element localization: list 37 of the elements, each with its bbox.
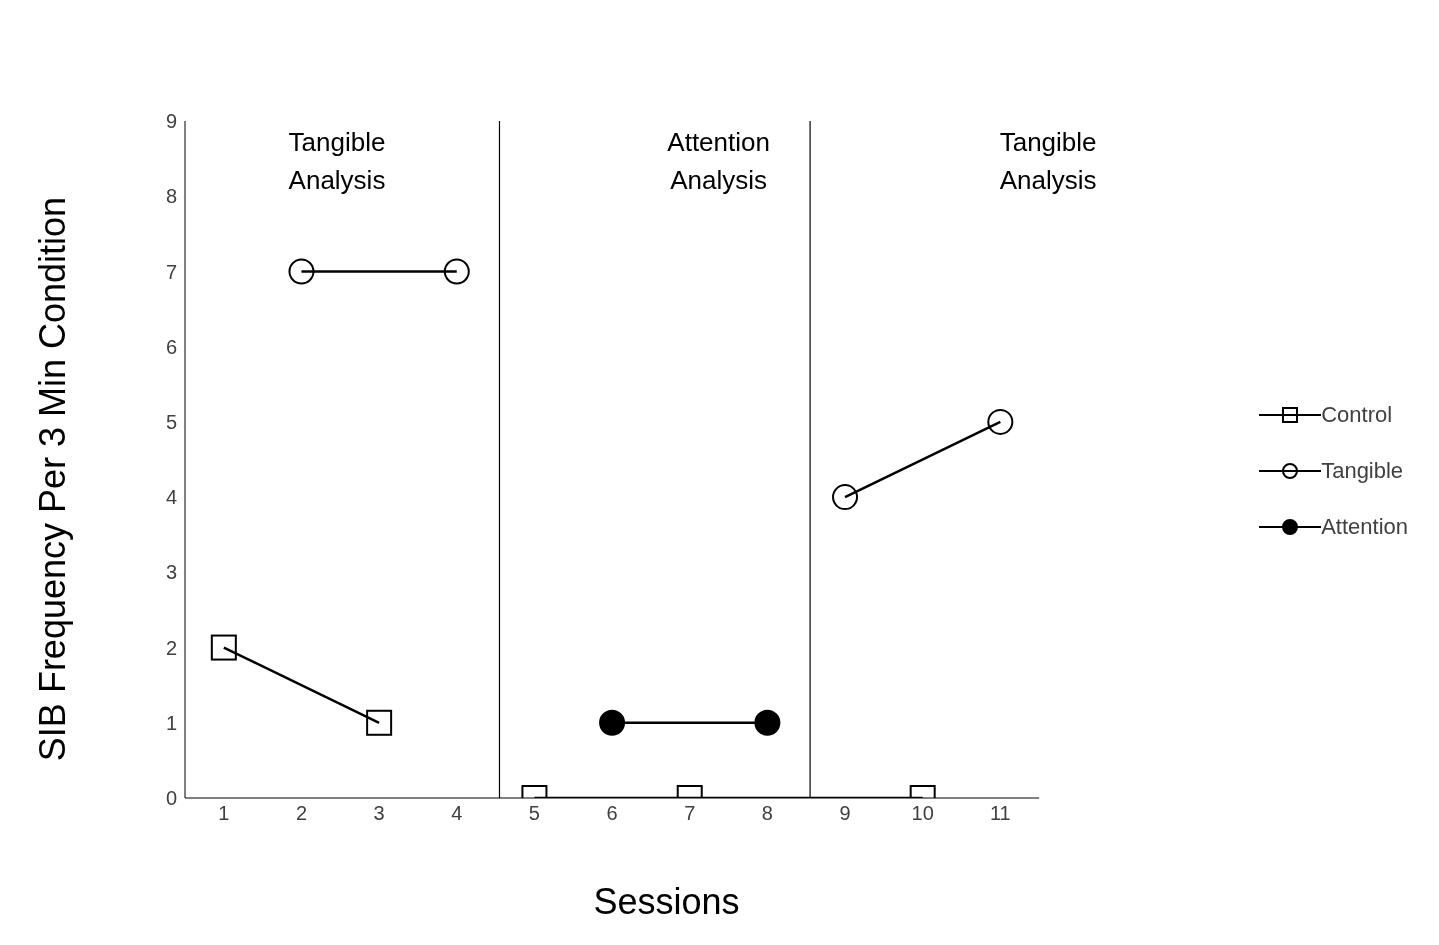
y-tick-label: 7 [165, 260, 177, 283]
x-tick-label: 3 [373, 802, 385, 825]
y-tick-label: 3 [165, 561, 177, 584]
y-tick-label: 4 [165, 486, 177, 509]
x-tick-label: 10 [911, 802, 934, 825]
legend-label: Control [1321, 401, 1393, 428]
x-tick-label: 8 [761, 802, 773, 825]
x-tick-label: 11 [989, 802, 1011, 825]
point [210, 634, 237, 661]
y-tick-label: 9 [165, 110, 177, 133]
x-tick-label: 1 [218, 802, 230, 825]
point [288, 258, 315, 285]
annotation: Tangible Analysis [998, 126, 1098, 197]
point [987, 408, 1014, 435]
y-tick-label: 5 [165, 410, 177, 433]
legend-label: Tangible [1321, 457, 1404, 484]
x-tick-label: 2 [295, 802, 308, 825]
point [599, 709, 626, 736]
x-axis-title: Sessions [592, 881, 741, 923]
y-tick-label: 6 [165, 335, 177, 358]
x-tick-label: 9 [839, 802, 851, 825]
legend-label: Attention [1321, 513, 1408, 540]
point [366, 709, 393, 736]
x-tick-label: 5 [528, 802, 540, 825]
y-axis-title: SIB Frequency Per 3 Min Condition [32, 195, 74, 763]
point [832, 484, 859, 511]
x-tick-label: 7 [684, 802, 696, 825]
x-tick-label: 4 [451, 802, 463, 825]
point [443, 258, 470, 285]
y-tick-label: 2 [165, 636, 177, 659]
y-tick-label: 1 [165, 711, 177, 734]
x-tick-label: 6 [606, 802, 618, 825]
point [754, 709, 781, 736]
y-tick-label: 0 [165, 787, 177, 810]
annotation: Tangible Analysis [287, 126, 387, 197]
annotation: Attention Analysis [666, 126, 771, 197]
y-tick-label: 8 [165, 185, 177, 208]
